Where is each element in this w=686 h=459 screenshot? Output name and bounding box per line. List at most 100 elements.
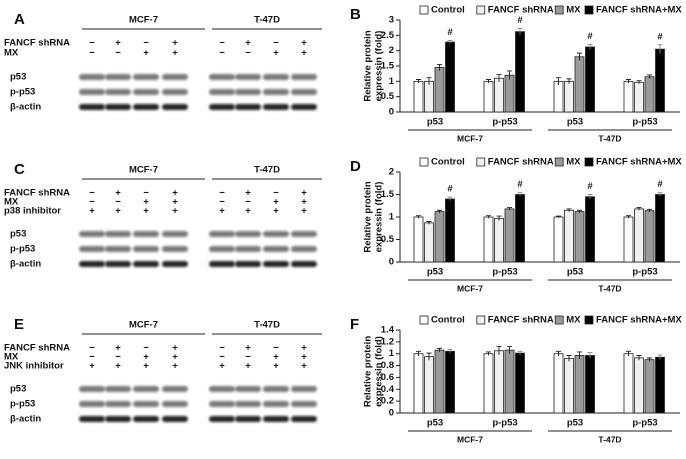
bar (644, 76, 655, 113)
sign: − (273, 38, 279, 49)
x-tick-label: p-p53 (632, 267, 657, 278)
band (291, 261, 317, 267)
y-tick-label: 2 (389, 167, 394, 178)
condition-label: JNK inhibitor (4, 361, 64, 372)
bar (623, 80, 634, 113)
band (291, 231, 317, 237)
sign: + (245, 361, 251, 372)
condition-label: MX (4, 48, 19, 59)
sign: − (89, 197, 95, 208)
bar (655, 48, 665, 113)
bar (634, 357, 644, 414)
sign: − (245, 352, 251, 363)
condition-label: p38 inhibitor (4, 206, 61, 217)
sign: + (245, 206, 251, 217)
sign: + (89, 206, 95, 217)
bar (623, 353, 634, 414)
bar (655, 194, 665, 263)
panel-label: B (350, 6, 361, 23)
bar (434, 349, 445, 414)
x-tick-label: p-p53 (632, 418, 657, 429)
group-label: T-47D (598, 283, 621, 293)
bar (424, 222, 434, 263)
legend-swatch (476, 5, 486, 15)
legend-label: MX (566, 5, 581, 16)
band (105, 386, 131, 392)
error-bar (657, 44, 663, 54)
sign: + (172, 361, 178, 372)
group-label: T-47D (598, 434, 621, 444)
legend-swatch (476, 157, 486, 167)
error-bar (636, 207, 642, 211)
y-tick-label: 2 (389, 45, 394, 56)
error-bar (577, 351, 582, 360)
band (162, 401, 188, 407)
band (133, 231, 159, 237)
condition-label: FANCF shRNA (4, 188, 70, 199)
sign: + (273, 197, 279, 208)
error-bar (426, 352, 432, 361)
error-bar (556, 77, 561, 86)
band (209, 89, 235, 95)
band (133, 74, 159, 80)
error-bar (566, 208, 572, 212)
error-bar (626, 350, 631, 357)
band (263, 89, 289, 95)
y-tick-label: 2.5 (381, 30, 395, 41)
bar (585, 355, 595, 414)
bar (413, 353, 424, 414)
sign: − (115, 352, 121, 363)
error-bar (507, 70, 512, 80)
sign: + (143, 197, 149, 208)
sign: + (172, 206, 178, 217)
sign: + (89, 361, 95, 372)
band (105, 74, 131, 80)
band (79, 74, 105, 80)
legend-swatch (584, 315, 594, 325)
legend-swatch (584, 157, 594, 167)
bar (445, 41, 455, 113)
error-bar (447, 196, 453, 201)
error-bar (626, 215, 631, 219)
bar (553, 80, 564, 113)
band (291, 416, 317, 422)
band-label: p53 (10, 229, 26, 240)
error-bar (416, 215, 421, 219)
bar (424, 356, 434, 414)
error-bar (577, 52, 582, 61)
band (291, 104, 317, 110)
bar (413, 80, 424, 113)
y-tick-label: 1 (389, 76, 395, 87)
bar (574, 211, 585, 263)
band (291, 74, 317, 80)
bar (424, 80, 434, 113)
bar (504, 349, 515, 414)
error-bar (657, 192, 663, 197)
sign: + (172, 48, 178, 59)
bar (515, 194, 525, 263)
band (209, 261, 235, 267)
band (79, 89, 105, 95)
band (263, 261, 289, 267)
band (235, 261, 261, 267)
sign: + (245, 188, 251, 199)
x-tick-label: p53 (567, 267, 583, 278)
error-bar (566, 355, 572, 362)
band (162, 261, 188, 267)
sign: + (115, 188, 121, 199)
sign: + (245, 38, 251, 49)
bar (564, 209, 574, 263)
bar (445, 350, 455, 414)
y-tick-label: 1 (389, 348, 395, 359)
bar (445, 198, 455, 263)
legend-swatch (584, 5, 594, 15)
band (162, 89, 188, 95)
band (209, 104, 235, 110)
band (79, 386, 105, 392)
panel-label: D (350, 158, 361, 175)
legend-swatch (419, 157, 429, 167)
error-bar (416, 350, 421, 357)
sign: + (301, 38, 307, 49)
band (79, 261, 105, 267)
